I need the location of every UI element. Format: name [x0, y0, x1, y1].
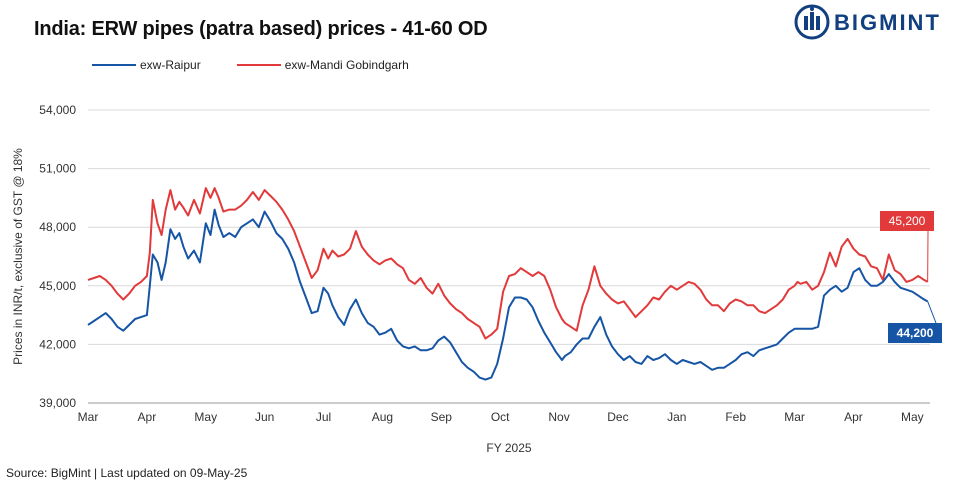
x-tick-label: Mar — [784, 410, 805, 424]
end-label-raipur-leader — [927, 301, 937, 324]
x-tick-label: Dec — [607, 410, 628, 424]
source-note: Source: BigMint | Last updated on 09-May… — [6, 466, 248, 480]
y-tick-label: 39,000 — [39, 396, 76, 410]
x-axis-label: FY 2025 — [486, 441, 531, 455]
chart-title: India: ERW pipes (patra based) prices - … — [34, 18, 488, 40]
x-tick-label: Mar — [78, 410, 99, 424]
series-line-raipur — [87, 208, 929, 381]
y-tick-label: 51,000 — [39, 162, 76, 176]
x-tick-label: Oct — [491, 410, 510, 424]
x-tick-label: May — [194, 410, 217, 424]
x-tick-label: Sep — [431, 410, 453, 424]
bigmint-logo: BIGMINT — [794, 4, 954, 40]
x-tick-label: Jan — [667, 410, 686, 424]
x-tick-label: Nov — [548, 410, 569, 424]
bigmint-logo-icon — [794, 4, 830, 40]
legend-item-mandi: exw-Mandi Gobindgarh — [236, 58, 409, 72]
series-line-mandi — [87, 187, 929, 340]
end-label-raipur-box — [888, 323, 942, 343]
y-tick-label: 54,000 — [39, 103, 76, 117]
legend-swatch-raipur — [92, 64, 136, 66]
x-tick-label: Aug — [372, 410, 393, 424]
y-tick-label: 45,000 — [39, 279, 76, 293]
x-tick-label: Jun — [255, 410, 274, 424]
end-label-mandi: 45,200 — [889, 214, 926, 228]
x-tick-label: Jul — [316, 410, 331, 424]
y-axis-label: Prices in INR/t, exclusive of GST @ 18% — [11, 148, 25, 365]
legend-label-mandi: exw-Mandi Gobindgarh — [284, 58, 409, 72]
legend-item-raipur: exw-Raipur — [92, 58, 201, 72]
legend-swatch-mandi — [236, 64, 281, 66]
x-tick-label: Apr — [138, 410, 157, 424]
chart-legend: exw-Raipur exw-Mandi Gobindgarh — [92, 58, 409, 72]
x-tick-label: Apr — [844, 410, 863, 424]
x-tick-label: May — [901, 410, 924, 424]
y-tick-label: 42,000 — [39, 337, 76, 351]
legend-label-raipur: exw-Raipur — [140, 58, 201, 72]
end-label-raipur: 44,200 — [897, 326, 934, 340]
brand-name: BIGMINT — [834, 10, 941, 35]
x-tick-label: Feb — [725, 410, 746, 424]
end-label-mandi-box — [880, 211, 934, 231]
y-tick-label: 48,000 — [39, 220, 76, 234]
